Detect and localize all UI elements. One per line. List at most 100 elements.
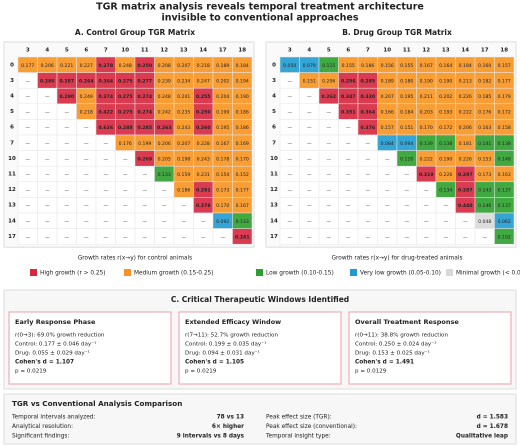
cell-value: 0.207 <box>177 63 190 69</box>
cell-value: 0.152 <box>236 172 249 178</box>
window-line: r(7→11): 52.7% growth reduction <box>185 333 278 339</box>
cell-value: 0.248 <box>119 63 132 69</box>
cell-value: — <box>365 220 370 225</box>
cell-value: 0.199 <box>216 110 229 116</box>
cell-value: — <box>365 173 370 178</box>
column-label: 5 <box>327 48 331 54</box>
cell-value: — <box>443 204 448 209</box>
cell-value: 0.177 <box>236 188 249 194</box>
window-box <box>178 311 342 385</box>
cell-value: 0.280 <box>59 94 74 100</box>
cell-value: — <box>45 142 50 147</box>
cell-value: 0.170 <box>420 125 433 131</box>
cell-value: 0.062 <box>498 219 511 225</box>
row-label: 12 <box>8 187 16 193</box>
cell-value: — <box>443 235 448 240</box>
cell-value: 0.184 <box>400 110 413 116</box>
cell-value: — <box>162 220 167 225</box>
cell-value: 0.141 <box>478 141 491 147</box>
window-line: Control: 0.177 ± 0.046 day⁻¹ <box>15 341 96 348</box>
cell-value: 0.166 <box>381 110 394 116</box>
row-label: 14 <box>8 218 16 224</box>
column-label: 14 <box>461 48 469 54</box>
cell-value: 0.211 <box>420 94 433 100</box>
cell-value: 0.193 <box>439 110 452 116</box>
cell-value: — <box>45 157 50 162</box>
window-title: Extended Efficacy Window <box>185 318 281 326</box>
cell-value: 0.287 <box>59 78 74 84</box>
cell-value: 0.186 <box>361 63 374 69</box>
column-label: 11 <box>403 48 411 54</box>
cell-value: — <box>64 235 69 240</box>
cell-value: — <box>123 173 128 178</box>
column-label: 18 <box>238 48 246 54</box>
comparison-title: TGR vs Conventional Analysis Comparison <box>12 399 182 408</box>
cell-value: 0.151 <box>303 78 316 84</box>
cell-value: 0.226 <box>459 94 472 100</box>
row-label: 10 <box>8 156 16 162</box>
cell-value: — <box>142 204 147 209</box>
cell-value: — <box>162 189 167 194</box>
cell-value: — <box>326 220 331 225</box>
column-label: 18 <box>500 48 508 54</box>
matrix-cell <box>232 228 253 245</box>
cell-value: 0.182 <box>478 78 491 84</box>
cell-value: 0.228 <box>197 141 210 147</box>
cell-value: — <box>25 235 30 240</box>
cell-value: — <box>404 204 409 209</box>
cell-value: 0.134 <box>439 188 452 194</box>
row-label: 3 <box>272 78 276 84</box>
cell-value: — <box>307 235 312 240</box>
comparison-value: 9 intervals vs 8 days <box>177 434 245 440</box>
cell-value: 0.190 <box>439 78 452 84</box>
cell-value: — <box>45 235 50 240</box>
cell-value: — <box>307 157 312 162</box>
cell-value: — <box>404 235 409 240</box>
cell-value: — <box>103 220 108 225</box>
cell-value: 0.172 <box>439 125 452 131</box>
cell-value: — <box>404 220 409 225</box>
effect-size: Cohen's d = 1.107 <box>15 360 74 366</box>
cell-value: — <box>123 204 128 209</box>
comparison-key: Analytical resolution: <box>12 424 73 430</box>
cell-value: 0.243 <box>197 156 210 162</box>
cell-value: — <box>385 157 390 162</box>
row-label: 4 <box>10 94 14 100</box>
cell-value: 0.198 <box>177 156 190 162</box>
cell-value: 0.151 <box>400 125 413 131</box>
cell-value: — <box>201 220 206 225</box>
cell-value: — <box>45 204 50 209</box>
cell-value: 0.167 <box>236 203 249 209</box>
cell-value: — <box>45 95 50 100</box>
cell-value: 0.176 <box>478 110 491 116</box>
window-title: Early Response Phase <box>15 318 96 326</box>
cell-value: 0.202 <box>439 94 452 100</box>
cell-value: 0.260 <box>196 125 211 131</box>
matrix-cell <box>494 228 515 245</box>
cell-value: 0.194 <box>236 78 249 84</box>
cell-value: 0.160 <box>478 63 491 69</box>
cell-value: 0.256 <box>341 78 356 84</box>
cell-value: — <box>385 204 390 209</box>
cell-value: — <box>123 220 128 225</box>
cell-value: 0.170 <box>216 203 229 209</box>
matrix-caption: Growth rates r(x→y) for control animals <box>78 256 192 262</box>
cell-value: — <box>482 235 487 240</box>
cell-value: — <box>365 142 370 147</box>
legend-label: Low growth (0.10-0.15) <box>266 271 334 277</box>
cell-value: — <box>443 220 448 225</box>
row-label: 4 <box>272 94 276 100</box>
cell-value: — <box>385 220 390 225</box>
cell-value: — <box>162 235 167 240</box>
cell-value: 0.092 <box>216 219 229 225</box>
matrix-caption: Growth rates r(x→y) for drug-treated ani… <box>332 256 463 262</box>
cell-value: — <box>326 111 331 116</box>
cell-value: 0.269 <box>137 156 152 162</box>
cell-value: 0.138 <box>439 141 452 147</box>
cell-value: 0.079 <box>303 63 316 69</box>
cell-value: — <box>326 126 331 131</box>
comparison-value: d = 1.678 <box>477 424 508 430</box>
cell-value: 0.205 <box>158 156 171 162</box>
column-label: 12 <box>160 48 168 54</box>
window-title: Overall Treatment Response <box>355 318 459 326</box>
